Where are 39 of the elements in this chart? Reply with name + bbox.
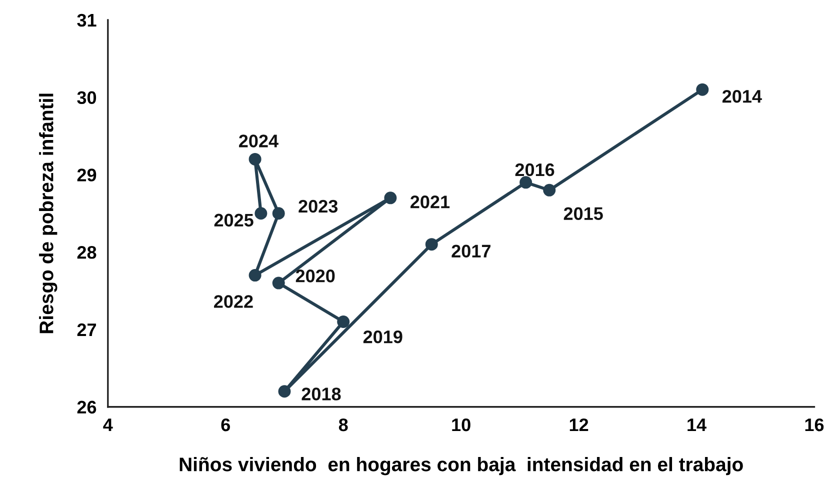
point [278, 385, 291, 398]
annotation: 2020 [296, 270, 335, 282]
annotation: 2022 [214, 295, 253, 308]
annotation: 2023 [298, 200, 338, 213]
x-tick-label: 8 [338, 418, 348, 432]
annotation: 2024 [239, 134, 278, 148]
point [425, 238, 438, 251]
point [272, 207, 285, 220]
y-tick-label: 30 [77, 91, 96, 104]
y-tick-label: 27 [77, 323, 96, 336]
point [254, 207, 268, 220]
point [543, 184, 556, 196]
annotation: 2017 [452, 244, 490, 258]
point [248, 269, 262, 282]
y-tick-label: 28 [77, 246, 96, 259]
point [520, 176, 532, 189]
point [272, 276, 285, 290]
y-axis-title: Riesgo de pobreza infantil [39, 94, 58, 334]
y-tick-label: 29 [77, 168, 96, 182]
x-tick-label: 10 [452, 418, 470, 432]
x-tick-label: 14 [688, 418, 706, 432]
x-axis-title: Niños viviendo en hogares con baja intensidad en el trabajo [180, 457, 743, 476]
point [384, 192, 397, 204]
y-tick-label: 31 [77, 14, 96, 27]
point [696, 83, 709, 96]
x-tick-label: 16 [805, 418, 824, 432]
x-tick-label: 12 [570, 418, 588, 432]
point [337, 315, 350, 328]
annotation: 2019 [363, 330, 402, 344]
annotation: 2014 [722, 90, 762, 103]
x-tick-label: 6 [221, 418, 230, 432]
annotation: 2015 [564, 207, 603, 220]
x-tick-label: 4 [103, 418, 113, 432]
y-tick-label: 26 [77, 400, 96, 414]
point [248, 152, 262, 166]
annotation: 2018 [302, 388, 341, 400]
annotation: 2021 [410, 196, 450, 208]
annotation: 2016 [515, 163, 554, 176]
annotation: 2025 [214, 214, 254, 227]
